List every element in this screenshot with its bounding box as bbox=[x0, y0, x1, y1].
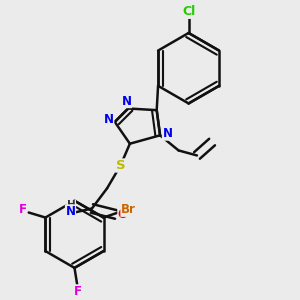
Text: Cl: Cl bbox=[182, 5, 195, 18]
Text: S: S bbox=[116, 159, 125, 172]
Text: N: N bbox=[104, 113, 114, 126]
Text: O: O bbox=[118, 208, 128, 221]
Text: F: F bbox=[74, 285, 82, 298]
Text: N: N bbox=[65, 205, 76, 218]
Text: F: F bbox=[19, 203, 27, 216]
Text: H: H bbox=[67, 200, 76, 210]
Text: N: N bbox=[162, 127, 172, 140]
Text: Br: Br bbox=[121, 203, 136, 216]
Text: N: N bbox=[122, 94, 131, 108]
